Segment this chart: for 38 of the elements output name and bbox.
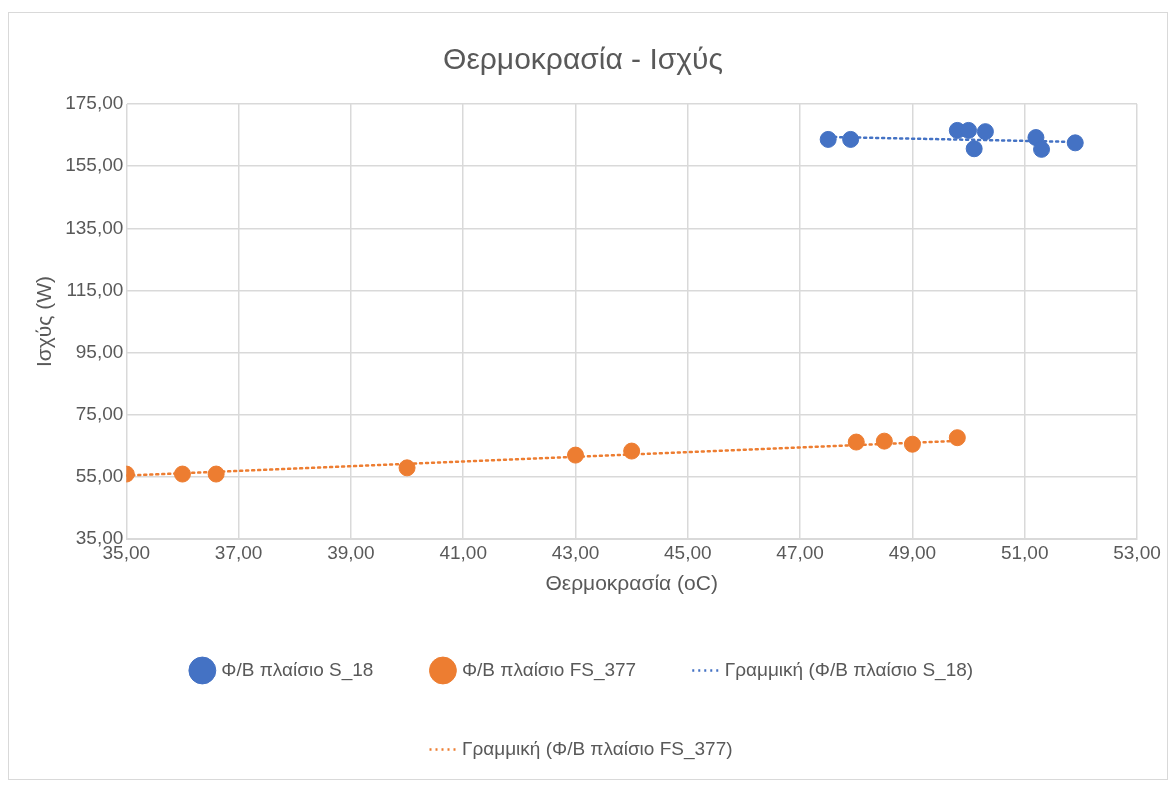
point	[976, 123, 994, 141]
point	[903, 435, 921, 453]
x-tick-label: 49,00	[888, 541, 937, 563]
y-tick-label: 95,00	[75, 340, 124, 362]
y-tick-label: 135,00	[65, 216, 124, 238]
chart-title: Θερμοκρασία - Ισχύς	[443, 42, 723, 76]
x-tick-label: 45,00	[664, 541, 712, 563]
x-tick-label: 51,00	[1000, 541, 1049, 563]
point	[173, 465, 191, 483]
y-tick-label: 55,00	[75, 465, 124, 487]
legend-label: Γραμμική (Φ/Β πλαίσιο S_18)	[724, 658, 974, 681]
y-tick-label: 155,00	[65, 154, 124, 176]
x-tick-label: 53,00	[1113, 541, 1161, 563]
y-axis-title: Ισχύς (W)	[32, 275, 56, 368]
x-tick-label: 37,00	[214, 541, 263, 563]
legend-label: Φ/Β πλαίσιο FS_377	[461, 658, 637, 681]
point	[948, 429, 966, 447]
point	[623, 442, 641, 460]
point	[842, 130, 860, 148]
x-tick-label: 41,00	[439, 541, 487, 563]
point	[207, 465, 225, 483]
point	[567, 446, 585, 464]
x-axis-title: Θερμοκρασία (oC)	[545, 571, 718, 595]
point	[398, 459, 416, 477]
point	[847, 433, 865, 451]
x-tick-label: 47,00	[776, 541, 824, 563]
x-tick-label: 39,00	[327, 541, 375, 563]
point	[965, 140, 983, 158]
point	[1033, 140, 1051, 158]
point	[819, 130, 837, 148]
x-tick-label: 43,00	[551, 541, 600, 563]
y-tick-label: 115,00	[66, 278, 124, 300]
legend-label: Φ/Β πλαίσιο S_18	[221, 658, 374, 681]
point	[1066, 134, 1084, 152]
legend-label: Γραμμική (Φ/Β πλαίσιο FS_377)	[461, 737, 733, 760]
point	[875, 432, 893, 450]
y-tick-label: 75,00	[75, 402, 124, 424]
y-tick-label: 175,00	[65, 92, 124, 114]
